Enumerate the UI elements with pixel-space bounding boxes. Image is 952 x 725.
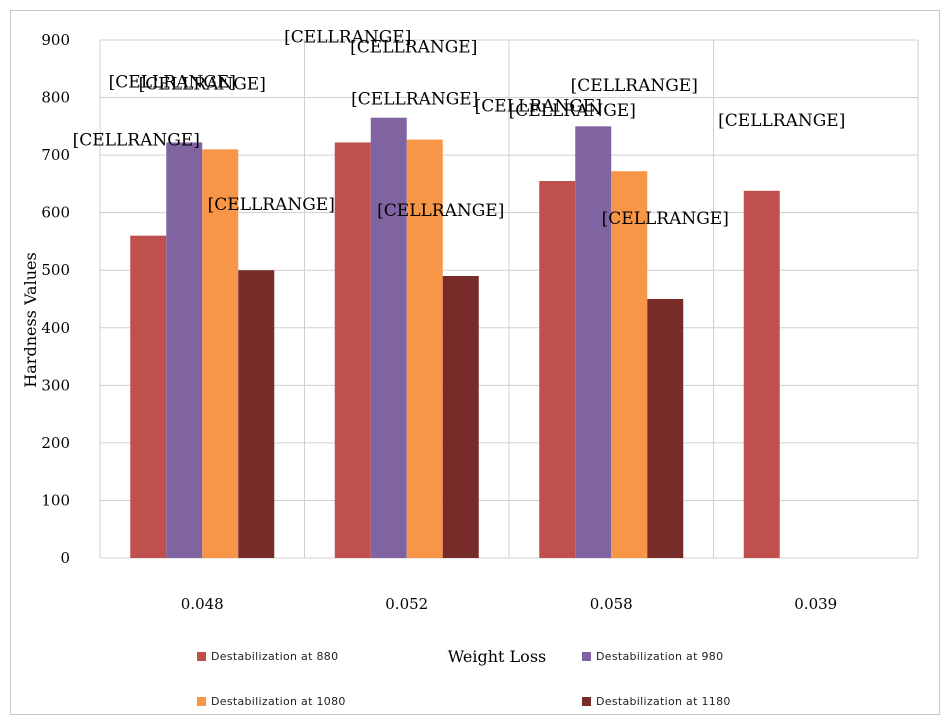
data-label: [CELLRANGE]	[509, 101, 636, 121]
x-axis-title: Weight Loss	[448, 647, 546, 666]
legend-label: Destabilization at 880	[211, 650, 338, 663]
data-label: [CELLRANGE]	[139, 74, 266, 94]
x-tick-label: 0.039	[794, 595, 837, 613]
y-tick-label: 600	[41, 204, 70, 222]
data-label: [CELLRANGE]	[571, 76, 698, 96]
bar	[647, 299, 684, 558]
data-label: [CELLRANGE]	[350, 38, 477, 58]
data-label: [CELLRANGE]	[351, 90, 478, 110]
y-tick-label: 900	[41, 31, 70, 49]
data-label: [CELLRANGE]	[208, 195, 335, 215]
y-tick-label: 700	[41, 146, 70, 164]
y-tick-label: 800	[41, 89, 70, 107]
bar	[539, 181, 576, 558]
legend-label: Destabilization at 1180	[596, 695, 731, 708]
legend-swatch	[197, 652, 206, 661]
data-labels: [CELLRANGE][CELLRANGE][CELLRANGE][CELLRA…	[73, 27, 846, 229]
y-tick-label: 400	[41, 319, 70, 337]
y-tick-label: 300	[41, 376, 70, 394]
bar	[575, 126, 612, 558]
legend-swatch	[582, 652, 591, 661]
bars	[130, 117, 780, 558]
data-label: [CELLRANGE]	[284, 27, 411, 47]
data-label: [CELLRANGE]	[377, 201, 504, 221]
legend-label: Destabilization at 1080	[211, 695, 346, 708]
y-tick-label: 100	[41, 491, 70, 509]
y-tick-label: 500	[41, 261, 70, 279]
x-tick-label: 0.048	[181, 595, 224, 613]
bar	[743, 190, 780, 558]
bar	[370, 117, 407, 558]
data-label: [CELLRANGE]	[602, 209, 729, 229]
x-tick-labels: 0.048 0.052 0.058 0.039	[181, 595, 837, 613]
bar	[611, 171, 648, 558]
bar	[238, 270, 275, 558]
y-tick-label: 200	[41, 434, 70, 452]
data-label: [CELLRANGE]	[475, 96, 602, 116]
bar	[406, 139, 443, 558]
legend-swatch	[582, 697, 591, 706]
x-tick-label: 0.058	[590, 595, 633, 613]
data-label: [CELLRANGE]	[73, 131, 200, 151]
bar	[442, 275, 479, 558]
legend: Destabilization at 880 Destabilization at…	[197, 650, 731, 708]
x-tick-label: 0.052	[385, 595, 428, 613]
bar	[130, 235, 167, 558]
y-tick-labels: 0 100 200 300 400 500 600 700 800 900	[41, 31, 70, 567]
bar	[166, 142, 203, 558]
bar	[202, 149, 239, 558]
legend-swatch	[197, 697, 206, 706]
legend-label: Destabilization at 980	[596, 650, 723, 663]
bar	[334, 142, 371, 558]
data-label: [CELLRANGE]	[718, 111, 845, 131]
y-tick-label: 0	[60, 549, 70, 567]
y-axis-title: Hardness Values	[21, 252, 40, 387]
data-label: [CELLRANGE]	[109, 72, 236, 92]
